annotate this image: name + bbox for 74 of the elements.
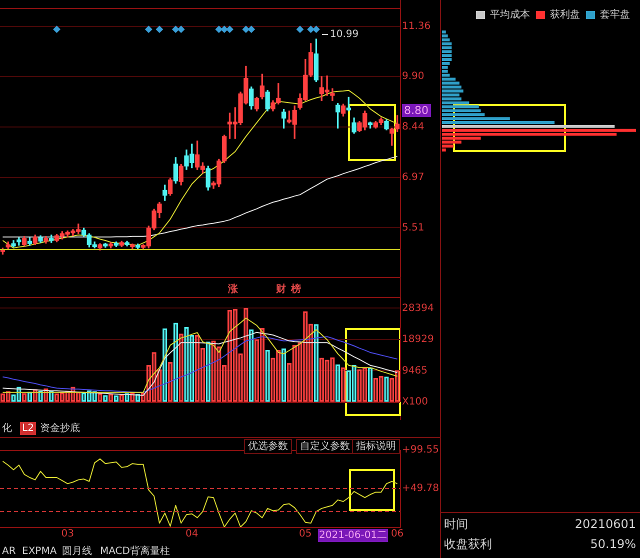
bar: [206, 342, 210, 402]
y-tick-label: 6.97: [402, 172, 424, 184]
text: 时间: [444, 517, 468, 532]
bar: [442, 93, 460, 96]
y-tick-label: 28394: [402, 302, 434, 314]
bar: [442, 70, 448, 73]
bar: [442, 124, 615, 128]
y-tick-label: 18929: [402, 334, 434, 346]
bar: [442, 50, 452, 54]
bar: [442, 109, 481, 112]
x-tick-label: 03: [61, 528, 74, 540]
annotation: 优选参数: [244, 439, 292, 454]
bar: [336, 364, 340, 402]
y-tick-label: 8.44: [402, 121, 424, 132]
bar: [281, 348, 286, 402]
y-tick-label: 9.90: [402, 71, 424, 82]
y-tick-label: 9465: [402, 365, 428, 376]
bar: [249, 329, 254, 402]
text: L2: [20, 422, 36, 435]
bar: [98, 393, 102, 402]
candlestick: [330, 88, 335, 101]
text: 50.19%: [590, 537, 636, 552]
text: 化: [2, 422, 12, 435]
bar: [442, 30, 446, 34]
bar: [442, 46, 452, 50]
text: 20210601: [574, 517, 636, 532]
legend-label: 获利盘: [550, 8, 580, 21]
annotation: 指标说明: [352, 439, 400, 454]
bar: [442, 42, 452, 46]
bar: [442, 90, 464, 92]
text: 收盘获利: [444, 537, 492, 552]
bar: [384, 376, 389, 402]
bar: [22, 393, 27, 402]
bar: [442, 121, 555, 124]
y-tick-label: 11.36: [402, 20, 431, 32]
bar: [442, 62, 450, 65]
y-tick-label: +49.78: [402, 483, 440, 494]
bar: [168, 362, 173, 402]
bar: [108, 394, 114, 402]
text: 资金抄底: [40, 422, 80, 435]
annotation: 自定义参数: [296, 439, 354, 454]
bar: [442, 66, 448, 69]
bar: [368, 367, 373, 402]
bar: [442, 128, 636, 132]
text: AR: [2, 545, 16, 558]
text: 榜: [291, 283, 301, 296]
bar: [442, 82, 460, 85]
bar: [103, 395, 108, 402]
x-tick-label: 05: [299, 528, 312, 540]
bar: [442, 58, 452, 61]
bar: [442, 78, 456, 81]
bar: [442, 38, 450, 42]
x-tick-label: 06: [390, 528, 404, 540]
bar: [114, 395, 119, 402]
text: 圆月线: [62, 545, 92, 558]
legend-label: 套牢盘: [600, 8, 630, 21]
legend-label: 平均成本: [490, 8, 530, 21]
bar: [442, 34, 448, 38]
x-tick-label: 04: [186, 528, 198, 540]
bar: [340, 367, 346, 402]
y-tick-label: X100: [402, 396, 428, 408]
text: 涨: [228, 283, 238, 296]
bar: [265, 350, 270, 402]
text: 8.80: [402, 104, 430, 117]
text: MACD背离量柱: [100, 545, 170, 558]
bar: [442, 54, 452, 58]
y-tick-label: 5.51: [402, 222, 424, 234]
annotation: 10.99: [322, 28, 359, 41]
bar: [442, 86, 462, 89]
text: EXPMA: [22, 545, 57, 558]
text: 2021-06-01二: [318, 529, 388, 542]
y-tick-label: +99.55: [402, 444, 440, 456]
bar: [314, 324, 319, 402]
text: 财: [276, 283, 286, 296]
